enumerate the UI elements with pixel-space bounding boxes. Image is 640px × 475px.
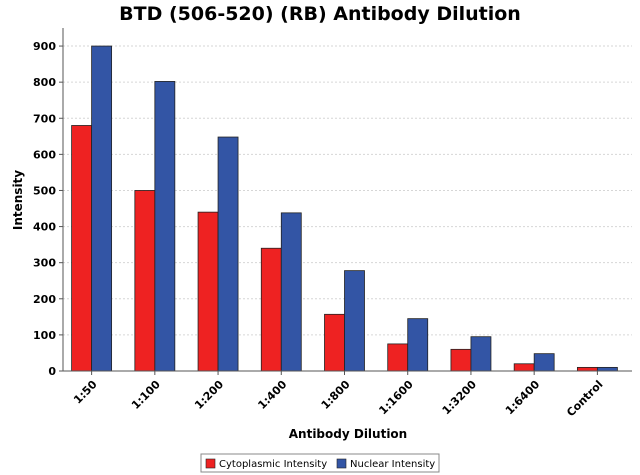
y-tick-label: 300: [33, 257, 56, 270]
bar-cytoplasmic: [71, 125, 93, 372]
y-tick-label: 800: [33, 76, 56, 89]
legend-box: [200, 453, 440, 473]
y-tick-label: 0: [48, 365, 56, 378]
x-tick-label: 1:3200: [440, 378, 480, 418]
bar-cytoplasmic: [197, 211, 219, 372]
legend-label: Nuclear Intensity: [350, 459, 435, 470]
bar-nuclear: [91, 45, 113, 372]
bar-cytoplasmic: [387, 343, 409, 372]
x-axis-title: Antibody Dilution: [289, 427, 407, 441]
axes: [62, 28, 632, 372]
y-axis-ticks: 0 100 200 300 400 500 600 700 800 900: [33, 40, 63, 378]
bar-nuclear: [470, 336, 492, 372]
bar-nuclear: [533, 353, 555, 372]
legend-swatch: [336, 458, 347, 469]
bar-nuclear: [407, 318, 429, 372]
bar-nuclear: [217, 136, 239, 372]
bar-cytoplasmic: [134, 190, 156, 372]
x-tick-label: 1:800: [319, 378, 353, 412]
y-tick-label: 500: [33, 184, 56, 197]
bar-cytoplasmic: [450, 348, 472, 372]
legend-swatch: [205, 458, 216, 469]
bar-nuclear: [344, 270, 365, 372]
legend-label: Cytoplasmic Intensity: [219, 459, 327, 470]
x-tick-label: 1:1600: [376, 378, 416, 418]
y-tick-label: 200: [33, 293, 56, 306]
bar-nuclear: [596, 366, 618, 372]
bar-cytoplasmic: [576, 366, 598, 372]
y-tick-label: 400: [33, 221, 56, 234]
bar-cytoplasmic: [260, 247, 282, 372]
bars: [71, 45, 618, 372]
bar-nuclear: [154, 81, 176, 372]
y-tick-label: 100: [33, 329, 56, 342]
bar-cytoplasmic: [513, 363, 535, 372]
x-tick-label: 1:100: [129, 378, 163, 412]
x-axis-ticks: 1:50 1:100 1:200 1:400 1:800 1:1600 1:3200 1:64…: [71, 371, 606, 419]
x-tick-label: Control: [564, 378, 605, 419]
y-tick-label: 900: [33, 40, 56, 53]
x-tick-label: 1:6400: [503, 378, 543, 418]
bar-cytoplasmic: [324, 313, 345, 372]
y-tick-label: 700: [33, 112, 56, 125]
y-axis-title: Intensity: [11, 170, 25, 230]
x-tick-label: 1:400: [255, 378, 289, 412]
bar-nuclear: [280, 212, 302, 372]
chart-title: BTD (506-520) (RB) Antibody Dilution: [119, 3, 521, 25]
x-tick-label: 1:50: [71, 378, 100, 407]
legend: Cytoplasmic Intensity Nuclear Intensity: [200, 453, 440, 473]
y-tick-label: 600: [33, 148, 56, 161]
x-tick-label: 1:200: [192, 378, 226, 412]
